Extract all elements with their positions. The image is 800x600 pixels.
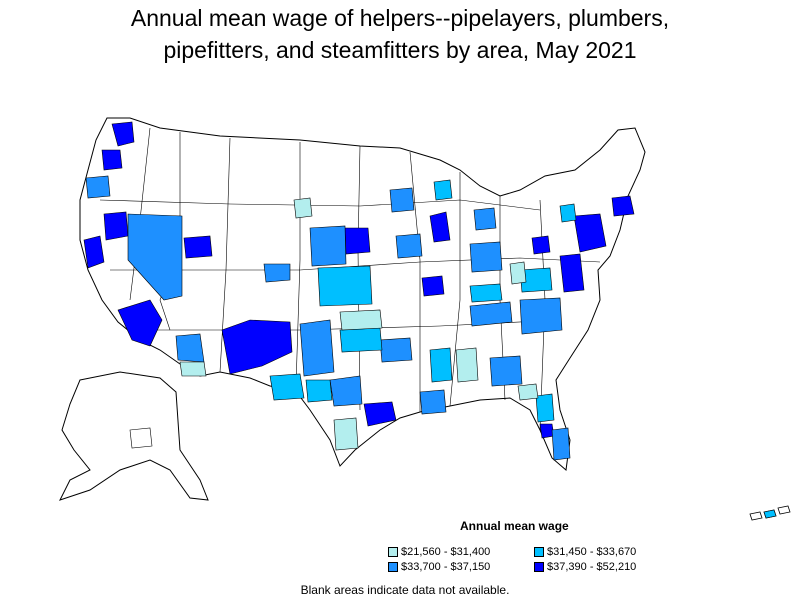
area-socal — [117, 299, 163, 347]
area-denver — [344, 227, 371, 255]
area-dallas — [329, 375, 363, 407]
area-boston — [611, 195, 635, 217]
hawaii-honolulu — [763, 509, 777, 519]
map-title: Annual mean wage of helpers--pipelayers,… — [0, 2, 800, 66]
area-sacramento — [103, 211, 129, 241]
area-michigan — [473, 207, 497, 231]
area-south-carolina — [517, 383, 539, 401]
legend-swatch-tier4 — [534, 562, 544, 572]
area-tennessee — [469, 301, 513, 327]
area-st-louis — [421, 275, 445, 297]
area-sf-bay — [83, 235, 105, 269]
area-texas-panhandle — [269, 373, 305, 401]
title-line-2: pipefitters, and steamfitters by area, M… — [163, 37, 637, 63]
area-florida-south — [551, 427, 571, 461]
area-kansas — [317, 265, 373, 307]
area-virginia — [519, 267, 553, 293]
area-nyc-nj — [573, 213, 607, 253]
alaska-anchorage-area — [129, 427, 153, 449]
area-pennsylvania — [559, 203, 577, 223]
legend-item-tier4: $37,390 - $52,210 — [534, 561, 636, 573]
legend-swatch-tier2 — [534, 547, 544, 557]
area-louisiana — [419, 389, 447, 415]
area-indiana — [469, 241, 503, 273]
area-arkansas — [379, 337, 413, 363]
area-nevada — [127, 213, 183, 301]
legend-swatch-tier3 — [388, 562, 398, 572]
area-minnesota — [389, 187, 415, 213]
area-carolinas — [519, 297, 563, 335]
area-north-texas — [339, 309, 383, 331]
area-oklahoma — [339, 327, 383, 353]
area-seattle — [111, 121, 135, 147]
area-oregon-south — [85, 175, 111, 199]
area-portland — [101, 149, 123, 171]
area-reno — [183, 235, 213, 259]
legend-item-tier2: $31,450 - $33,670 — [534, 546, 636, 558]
legend-label-tier3: $33,700 - $37,150 — [401, 561, 491, 573]
legend-item-tier3: $33,700 - $37,150 — [388, 561, 490, 573]
legend-label-tier2: $31,450 - $33,670 — [547, 546, 637, 558]
area-mississippi — [429, 347, 453, 383]
area-south-arizona — [179, 361, 207, 377]
wage-areas — [83, 121, 635, 461]
legend-label-tier4: $37,390 - $52,210 — [547, 561, 637, 573]
area-west-virginia — [509, 261, 527, 285]
area-salt-lake — [263, 263, 291, 283]
area-houston — [363, 401, 397, 427]
area-south-texas — [333, 417, 359, 451]
legend-title: Annual mean wage — [460, 519, 569, 533]
area-ohio — [531, 235, 551, 255]
area-nebraska-east — [309, 225, 347, 267]
area-west-texas — [299, 319, 335, 377]
area-chicago — [429, 211, 451, 243]
legend-item-tier1: $21,560 - $31,400 — [388, 546, 490, 558]
footnote: Blank areas indicate data not available. — [300, 583, 510, 597]
area-texas-central — [305, 379, 333, 403]
area-kentucky — [469, 283, 503, 303]
title-line-1: Annual mean wage of helpers--pipelayers,… — [130, 5, 670, 31]
area-wisconsin — [395, 233, 423, 259]
area-florida-west — [535, 393, 555, 423]
area-montana-south — [293, 197, 313, 219]
legend-label-tier1: $21,560 - $31,400 — [401, 546, 491, 558]
area-alabama — [455, 347, 479, 383]
area-phoenix — [175, 333, 205, 363]
legend-swatch-tier1 — [388, 547, 398, 557]
area-georgia — [489, 355, 523, 387]
area-dc-md — [559, 253, 585, 293]
area-new-mexico — [221, 319, 293, 375]
area-michigan-north — [433, 179, 453, 201]
